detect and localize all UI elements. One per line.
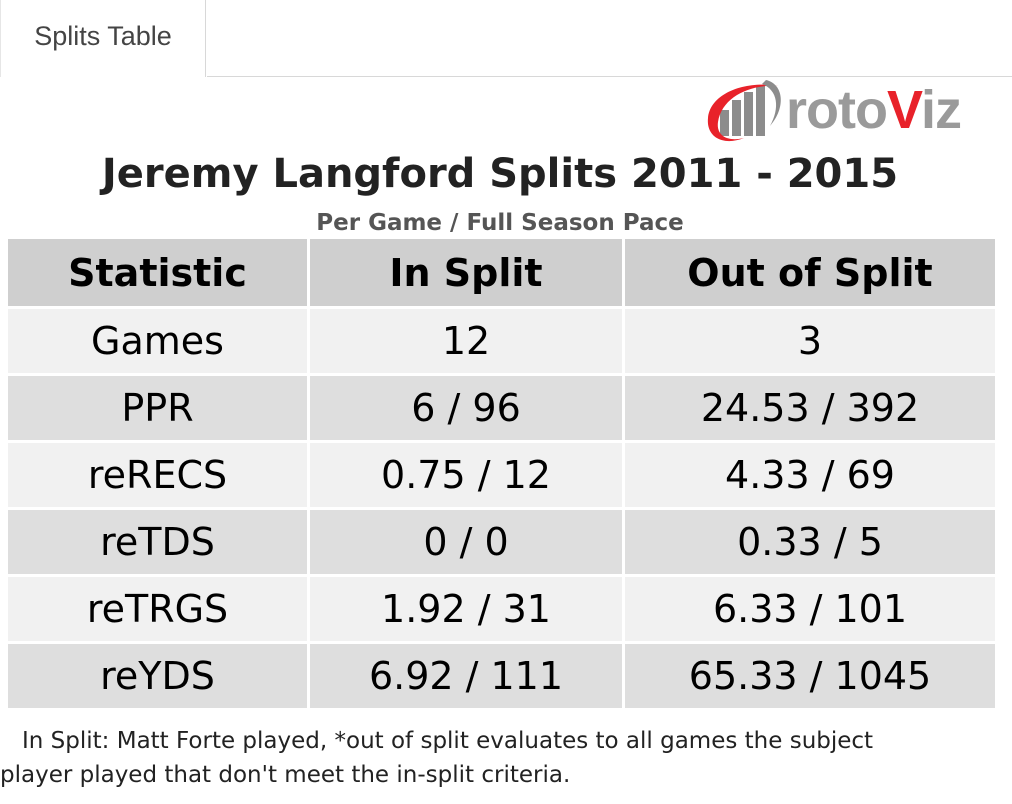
cell-in-split: 6 / 96 (307, 373, 625, 443)
column-header-out-of-split: Out of Split (622, 236, 998, 309)
rotoviz-logo: rotoViz (704, 78, 1004, 146)
footnote-text-1: In Split: Matt Forte played, *out of spl… (22, 728, 874, 754)
logo-wordmark: rotoViz (786, 80, 962, 140)
cell-statistic: Games (5, 306, 310, 376)
footnote-line-2: player played that don't meet the in-spl… (0, 762, 571, 788)
cell-out-of-split: 65.33 / 1045 (622, 641, 998, 711)
table-row: PPR 6 / 96 24.53 / 392 (5, 373, 998, 443)
cell-in-split: 12 (307, 306, 625, 376)
page-subtitle: Per Game / Full Season Pace (316, 210, 684, 236)
table-row: reTRGS 1.92 / 31 6.33 / 101 (5, 574, 998, 644)
footnote-line-1: In Split: Matt Forte played, *out of spl… (0, 724, 1000, 758)
cell-out-of-split: 6.33 / 101 (622, 574, 998, 644)
tab-bar: Splits Table (0, 0, 1012, 78)
column-header-in-split: In Split (307, 236, 625, 309)
tab-bar-divider (207, 76, 1012, 77)
column-header-statistic: Statistic (5, 236, 310, 309)
cell-statistic: reTRGS (5, 574, 310, 644)
cell-in-split: 0.75 / 12 (307, 440, 625, 510)
cell-statistic: reRECS (5, 440, 310, 510)
table-row: reRECS 0.75 / 12 4.33 / 69 (5, 440, 998, 510)
page-title: Jeremy Langford Splits 2011 - 2015 (101, 151, 899, 197)
cell-out-of-split: 0.33 / 5 (622, 507, 998, 577)
cell-statistic: reYDS (5, 641, 310, 711)
cell-statistic: PPR (5, 373, 310, 443)
splits-table: Statistic In Split Out of Split Games 12… (5, 236, 998, 711)
cell-in-split: 1.92 / 31 (307, 574, 625, 644)
tab-splits-table[interactable]: Splits Table (0, 0, 206, 77)
cell-out-of-split: 3 (622, 306, 998, 376)
table-row: reYDS 6.92 / 111 65.33 / 1045 (5, 641, 998, 711)
cell-in-split: 6.92 / 111 (307, 641, 625, 711)
footnote: In Split: Matt Forte played, *out of spl… (0, 724, 1000, 792)
cell-statistic: reTDS (5, 507, 310, 577)
table-row: Games 12 3 (5, 306, 998, 376)
table-row: reTDS 0 / 0 0.33 / 5 (5, 507, 998, 577)
cell-out-of-split: 24.53 / 392 (622, 373, 998, 443)
bar-chart-swoosh-icon (707, 80, 781, 142)
cell-out-of-split: 4.33 / 69 (622, 440, 998, 510)
cell-in-split: 0 / 0 (307, 507, 625, 577)
table-header-row: Statistic In Split Out of Split (5, 236, 998, 309)
